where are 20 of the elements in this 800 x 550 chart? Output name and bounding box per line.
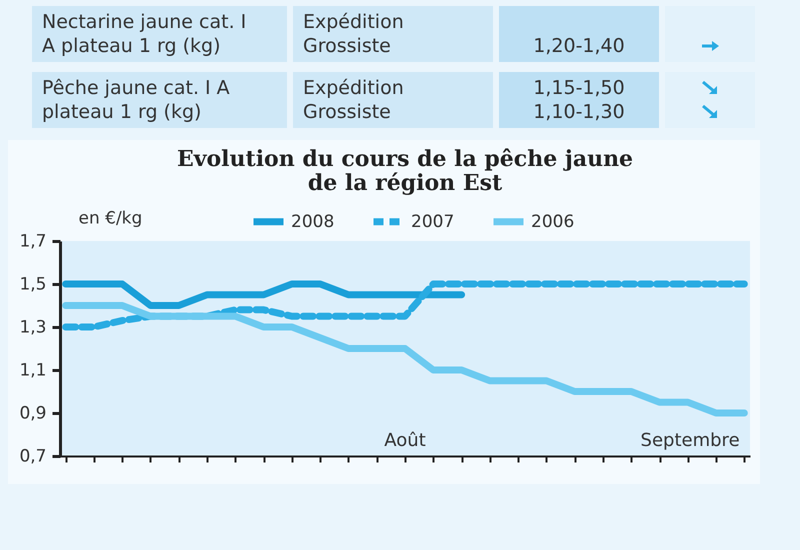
text: Evolution du cours de la pêche jaune (176, 146, 634, 172)
annotation: Août (384, 430, 426, 451)
y-tick-label: 1,1 (19, 360, 46, 380)
legend-label: 2008 (291, 212, 334, 232)
legend-label: 2007 (411, 212, 454, 232)
text: de la région Est (308, 170, 502, 196)
y-tick-label: 1,5 (19, 274, 46, 294)
legend-label: 2006 (531, 212, 574, 232)
y-tick-label: 0,7 (19, 446, 46, 466)
text: Pêche jaune cat. I A plateau 1 rg (kg) (32, 72, 287, 128)
text: 1,15-1,50 1,10-1,30 (499, 72, 659, 128)
y-tick-label: 1,3 (19, 318, 46, 338)
y-tick-label: 0,9 (19, 404, 46, 424)
text: 1,20-1,40 (499, 6, 659, 62)
text: Nectarine jaune cat. I A plateau 1 rg (kg) (32, 6, 287, 62)
y-tick-label: 1,7 (19, 232, 46, 252)
text: Expédition Grossiste (293, 6, 493, 62)
text: Expédition Grossiste (293, 72, 493, 128)
annotation: Septembre (640, 430, 740, 451)
y-axis-title: en €/kg (78, 208, 142, 228)
